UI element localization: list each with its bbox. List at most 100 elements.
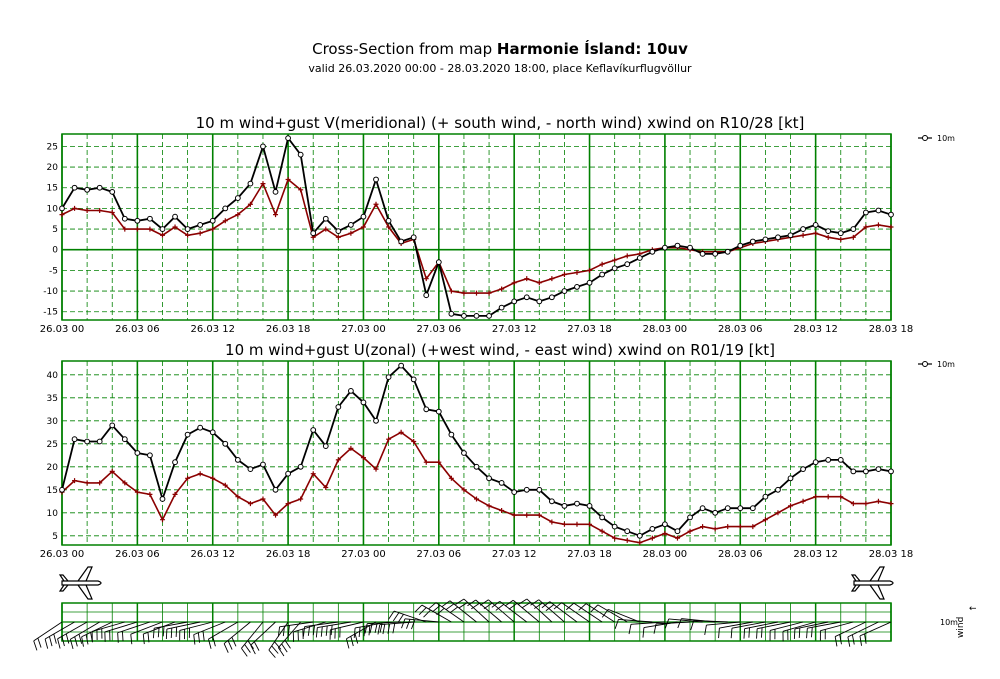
- data-point-wind: [511, 298, 518, 305]
- data-point-gust: [448, 288, 454, 294]
- data-point-wind: [548, 498, 555, 505]
- data-point-wind: [435, 259, 442, 266]
- wind-barb: [730, 621, 766, 639]
- data-point-wind: [373, 417, 379, 424]
- data-point-gust: [423, 459, 429, 465]
- data-point-gust: [662, 531, 668, 536]
- data-point-gust: [486, 290, 492, 296]
- data-point-gust: [737, 524, 743, 530]
- data-point-wind: [574, 500, 580, 507]
- wind-barb: [104, 621, 138, 642]
- data-point-gust: [863, 501, 869, 507]
- data-point-wind: [172, 459, 178, 466]
- wind-barb: [455, 598, 490, 623]
- data-point-gust: [260, 181, 266, 187]
- wind-barb: [479, 599, 515, 623]
- y-tick-label: 15: [47, 486, 58, 496]
- data-point-wind: [699, 505, 706, 512]
- data-point-gust: [700, 524, 706, 530]
- wind-barb: [653, 621, 691, 634]
- wind-barb: [578, 603, 615, 623]
- data-point-gust: [159, 232, 165, 238]
- data-point-gust: [536, 512, 542, 518]
- data-point-wind: [59, 205, 65, 212]
- x-tick-label: 27.03 06: [417, 324, 462, 335]
- data-point-wind: [586, 279, 593, 286]
- chart-meridional-ticks: -15 -10 -5 0 5 10 15 20 25 26.03 00 26.03 06 26.03 …: [40, 142, 914, 335]
- chart-zonal-legend-label: 10m: [937, 360, 955, 369]
- data-point-gust: [335, 457, 341, 463]
- data-point-gust: [210, 226, 216, 232]
- wind-barb: [302, 621, 339, 637]
- data-point-wind: [486, 312, 492, 319]
- data-point-gust: [637, 540, 643, 546]
- wind-barb: [782, 621, 816, 642]
- data-point-gust: [587, 521, 593, 527]
- data-point-gust: [134, 226, 140, 232]
- y-tick-label: 25: [47, 142, 58, 152]
- wind-barb: [130, 621, 163, 645]
- y-tick-label: 20: [47, 163, 59, 173]
- data-point-gust: [185, 232, 191, 238]
- data-point-wind: [599, 514, 606, 521]
- data-point-gust: [159, 517, 165, 523]
- page-title: Cross-Section from map Harmonie Ísland: …: [312, 40, 688, 58]
- data-point-gust: [474, 496, 479, 502]
- data-point-wind: [574, 284, 580, 290]
- wind-barb: [491, 600, 528, 623]
- y-tick-label: 20: [47, 463, 59, 473]
- data-point-wind: [473, 463, 480, 470]
- data-point-wind: [247, 466, 254, 473]
- data-point-wind: [121, 215, 128, 222]
- data-point-wind: [134, 450, 141, 456]
- data-point-wind: [800, 226, 806, 232]
- chart-meridional-series: [59, 135, 894, 319]
- wind-barb: [467, 599, 502, 623]
- data-point-gust: [863, 224, 869, 230]
- wind-barb: [179, 621, 213, 641]
- data-point-wind: [787, 475, 794, 482]
- data-point-wind: [347, 388, 354, 394]
- wind-barb: [277, 621, 301, 657]
- data-point-wind: [636, 255, 643, 261]
- data-point-wind: [737, 505, 744, 512]
- wind-barb: [793, 621, 829, 639]
- data-point-wind: [134, 217, 141, 224]
- data-point-gust: [612, 257, 618, 263]
- data-point-wind: [297, 463, 304, 470]
- data-point-gust: [210, 475, 216, 481]
- data-point-wind: [837, 457, 844, 463]
- x-tick-label: 28.03 00: [643, 324, 688, 335]
- data-point-gust: [323, 226, 329, 232]
- data-point-gust: [888, 224, 894, 230]
- data-point-gust: [838, 494, 844, 500]
- x-tick-label: 28.03 12: [793, 324, 838, 335]
- data-point-gust: [574, 269, 580, 275]
- wind-barb-panel: 10m wind ↑: [33, 566, 979, 658]
- wind-barb: [718, 621, 753, 639]
- data-point-wind: [147, 215, 153, 222]
- data-point-gust: [875, 222, 881, 228]
- data-point-wind: [423, 406, 430, 413]
- data-point-wind: [536, 486, 543, 493]
- data-point-wind: [398, 362, 405, 369]
- data-point-gust: [335, 234, 341, 240]
- data-point-wind: [109, 422, 116, 429]
- wind-barb: [193, 621, 226, 645]
- wind-barb: [277, 621, 314, 637]
- data-point-gust: [536, 280, 542, 286]
- data-point-wind: [222, 205, 229, 212]
- data-point-wind: [888, 468, 894, 475]
- wind-barb: [690, 620, 728, 631]
- x-tick-label: 26.03 12: [190, 549, 235, 560]
- data-point-wind: [599, 271, 606, 278]
- data-point-gust: [147, 491, 153, 497]
- data-point-wind: [209, 429, 216, 436]
- data-point-gust: [561, 521, 567, 527]
- data-point-gust: [888, 501, 894, 507]
- data-point-wind: [662, 521, 668, 528]
- data-point-wind: [775, 486, 781, 493]
- data-point-wind: [762, 493, 769, 500]
- data-point-gust: [59, 212, 65, 218]
- wind-barb: [208, 621, 239, 649]
